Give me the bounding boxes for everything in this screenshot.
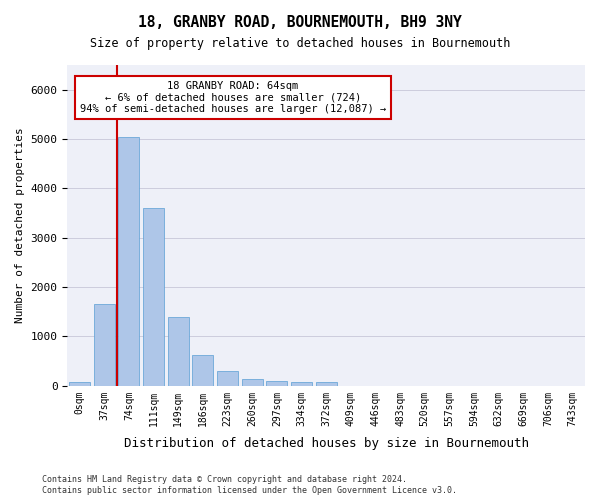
Bar (217, 372, 238, 386)
Bar (168, 316, 188, 386)
Y-axis label: Number of detached properties: Number of detached properties (15, 128, 25, 324)
Bar (193, 355, 214, 386)
Text: 18 GRANBY ROAD: 64sqm
← 6% of detached houses are smaller (724)
94% of semi-deta: 18 GRANBY ROAD: 64sqm ← 6% of detached h… (80, 81, 386, 114)
X-axis label: Distribution of detached houses by size in Bournemouth: Distribution of detached houses by size … (124, 437, 529, 450)
Text: 18, GRANBY ROAD, BOURNEMOUTH, BH9 3NY: 18, GRANBY ROAD, BOURNEMOUTH, BH9 3NY (138, 15, 462, 30)
Bar (266, 382, 287, 386)
Bar (316, 382, 337, 386)
Bar (143, 208, 164, 386)
Text: Contains HM Land Registry data © Crown copyright and database right 2024.: Contains HM Land Registry data © Crown c… (42, 474, 407, 484)
Bar (94, 304, 115, 386)
Text: Contains public sector information licensed under the Open Government Licence v3: Contains public sector information licen… (42, 486, 457, 495)
Bar (242, 379, 263, 386)
Bar (291, 382, 312, 386)
Text: Size of property relative to detached houses in Bournemouth: Size of property relative to detached ho… (90, 38, 510, 51)
Bar (118, 136, 139, 386)
Bar (69, 382, 90, 386)
